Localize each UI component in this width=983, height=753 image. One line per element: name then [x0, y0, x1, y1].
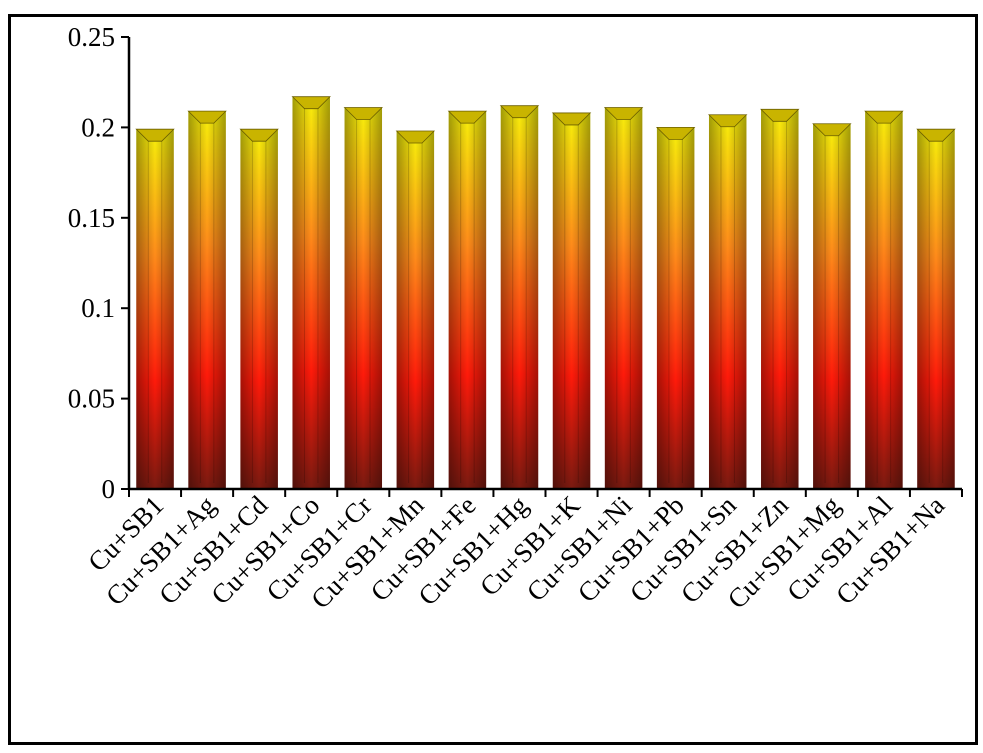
bar	[447, 110, 488, 490]
bar-cap	[499, 105, 540, 119]
bar-shade	[136, 129, 174, 489]
bar-shade	[240, 129, 278, 489]
bar-shade	[396, 131, 435, 490]
bar-shade	[708, 114, 747, 489]
bar-cap	[343, 107, 383, 120]
bar	[812, 123, 852, 489]
bar-cap	[916, 128, 956, 142]
bar-shade	[813, 123, 851, 489]
bar-shade	[656, 127, 695, 490]
bar-shade	[761, 109, 799, 489]
bar-cap	[864, 110, 904, 124]
bars-group	[135, 96, 956, 490]
bar-shade	[865, 111, 903, 490]
bar-cap	[708, 114, 748, 128]
bar	[395, 130, 436, 490]
bar-shade	[188, 111, 226, 490]
bar	[239, 128, 279, 489]
bar	[603, 107, 644, 490]
y-tick-label: 0.2	[81, 112, 115, 142]
y-tick-label: 0.1	[81, 293, 115, 323]
bar-cap	[760, 108, 800, 122]
bar-shade	[604, 107, 643, 490]
bar-cap	[603, 107, 644, 120]
bar-shade	[344, 107, 383, 490]
bar	[655, 127, 696, 490]
bar-cap	[239, 128, 279, 142]
bar-cap	[447, 110, 488, 124]
bar	[135, 128, 175, 489]
y-tick-label: 0.15	[68, 203, 115, 233]
bar-shade	[292, 96, 330, 489]
bar-shade	[917, 129, 955, 489]
bar-cap	[187, 110, 227, 124]
y-tick-label: 0.05	[68, 384, 115, 414]
y-tick-label: 0.25	[68, 22, 115, 52]
bar	[499, 105, 540, 489]
bar-shade	[500, 105, 539, 489]
bar-shade	[552, 112, 591, 489]
bar-shade	[448, 111, 487, 490]
bar	[864, 110, 904, 490]
bar	[187, 110, 227, 490]
bar	[291, 96, 331, 489]
bar	[916, 128, 956, 489]
bar	[551, 112, 592, 489]
bar-cap	[551, 112, 592, 126]
bar	[760, 108, 800, 489]
bar-cap	[812, 123, 852, 137]
bar	[708, 114, 748, 489]
bar-cap	[395, 130, 436, 144]
y-tick-label: 0	[102, 474, 116, 504]
bar-cap	[135, 128, 175, 142]
bar-cap	[655, 127, 696, 140]
bar-cap	[291, 96, 331, 110]
bar	[343, 107, 383, 490]
